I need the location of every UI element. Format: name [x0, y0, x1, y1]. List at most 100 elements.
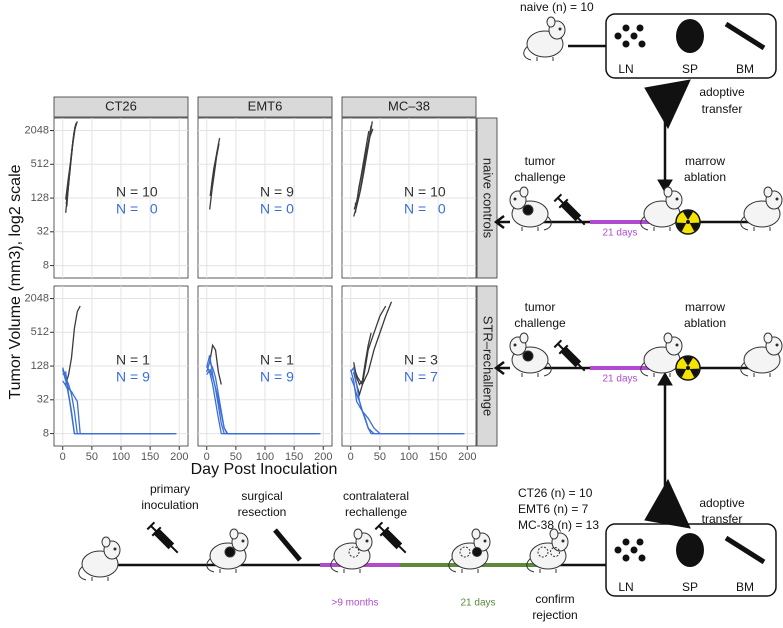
spleen	[676, 533, 704, 567]
mouse-feet	[539, 569, 557, 573]
label: adoptive	[699, 496, 745, 510]
y-tick-label: 2048	[25, 292, 49, 304]
mouse-feet	[343, 569, 361, 573]
syringe-parts	[374, 521, 407, 554]
mouse-ear	[101, 536, 111, 548]
label: confirm	[535, 592, 574, 606]
y-tick-label: 512	[31, 326, 49, 338]
annotation: N = 9	[116, 369, 150, 385]
annotation: N = 9	[260, 369, 294, 385]
line	[65, 305, 81, 385]
radiation-blade	[683, 356, 693, 366]
organ-label: SP	[682, 62, 698, 76]
mouse-eye	[558, 27, 562, 31]
tumor-site	[459, 546, 471, 558]
annotation: N = 0	[260, 201, 294, 217]
annotation: N = 7	[404, 369, 438, 385]
mouse-eye	[113, 547, 117, 551]
mouse-tail	[640, 215, 649, 231]
x-tick-label: 100	[112, 451, 130, 463]
mouse	[330, 528, 373, 573]
x-tick-label: 200	[314, 451, 332, 463]
mouse-tail	[330, 557, 339, 573]
mouse-ear	[763, 186, 773, 198]
annotation: N = 0	[404, 201, 446, 217]
lymph-node	[622, 24, 630, 32]
mouse-ear	[663, 186, 673, 198]
lymph-node	[630, 32, 638, 40]
mouse-feet	[753, 373, 771, 377]
arrow	[493, 361, 510, 375]
tumor-site	[550, 547, 560, 557]
mouse-eye	[675, 197, 679, 201]
mouse-tail	[448, 557, 457, 573]
label: primary	[150, 482, 190, 496]
mouse-tail	[543, 361, 552, 377]
y-tick-label: 8	[43, 259, 49, 271]
line	[350, 369, 465, 435]
label: adoptive	[699, 85, 745, 99]
x-tick-label: 0	[60, 451, 66, 463]
x-tick-label: 200	[458, 451, 476, 463]
y-tick-label: 128	[31, 192, 49, 204]
organ-label: LN	[618, 580, 633, 594]
radiation-core	[686, 366, 690, 370]
syringe-parts	[553, 339, 586, 372]
mouse	[509, 332, 552, 377]
diagram-labels: naive (n) = 10 LN SP BM adoptive transfe…	[141, 0, 754, 622]
label: marrow	[685, 300, 725, 314]
arrowhead	[657, 372, 673, 386]
strip	[197, 96, 333, 118]
line	[354, 128, 374, 213]
strip-label: naive controls	[481, 158, 496, 239]
radiation-blade	[689, 368, 700, 378]
mouse	[740, 186, 783, 231]
mouse-feet	[753, 227, 771, 231]
mouse-ear	[763, 332, 773, 344]
x-tick-label: 150	[429, 451, 447, 463]
mouse-eye	[483, 539, 487, 543]
label: EMT6 (n) = 7	[518, 502, 589, 516]
y-axis-label: Tumor Volume (mm3), log2 scale	[7, 164, 24, 399]
bone	[724, 535, 766, 565]
mouse-tail	[740, 361, 749, 377]
mouse-ear	[519, 332, 529, 344]
tumor	[522, 350, 534, 362]
bone	[724, 21, 766, 51]
mouse-ear	[229, 528, 239, 540]
label: surgical	[241, 489, 282, 503]
mouse	[640, 332, 683, 377]
y-tick-label: 32	[37, 394, 49, 406]
x-tick-label: 150	[285, 451, 303, 463]
x-tick-label: 100	[400, 451, 418, 463]
mouse-tail	[78, 565, 87, 581]
mouse-feet	[653, 227, 671, 231]
label: rejection	[532, 608, 577, 622]
organ-label: BM	[736, 62, 754, 76]
mouse-tail	[526, 557, 535, 573]
lymph-node	[622, 538, 630, 546]
lymph-node	[614, 32, 622, 40]
annotation: N = 9	[260, 184, 294, 200]
line	[206, 355, 318, 435]
organ-label: LN	[618, 62, 633, 76]
tumor	[472, 547, 482, 557]
y-tick-label: 128	[31, 360, 49, 372]
label: tumor	[525, 154, 556, 168]
interval-label: 21 days	[602, 228, 637, 239]
lymph-node	[638, 40, 646, 48]
mouse-eye	[775, 343, 779, 347]
x-tick-label: 100	[256, 451, 274, 463]
syringe	[553, 339, 586, 372]
y-tick-label: 32	[37, 226, 49, 238]
lymph-node	[630, 546, 638, 554]
mouse-tail	[206, 557, 215, 573]
mouse-eye	[775, 197, 779, 201]
interval-label: 21 days	[602, 374, 637, 385]
mouse	[740, 332, 783, 377]
mouse-feet	[653, 373, 671, 377]
label: contralateral	[343, 489, 409, 503]
tumor-site	[348, 546, 360, 558]
mouse	[526, 528, 569, 573]
